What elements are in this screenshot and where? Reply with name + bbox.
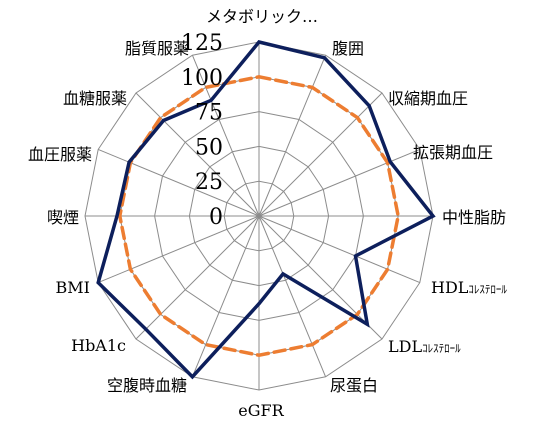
tick-label: 125: [181, 31, 223, 56]
category-label: メタボリック…: [206, 7, 318, 26]
grid-spoke: [135, 92, 260, 217]
category-label: 腹囲: [332, 39, 364, 58]
grid-spoke: [258, 148, 420, 217]
series-layer: [96, 40, 436, 380]
category-label: 脂質服薬: [125, 39, 189, 58]
category-label: 収縮期血圧: [388, 89, 468, 108]
category-label-suffix: ｺﾚｽﾃﾛｰﾙ: [422, 342, 461, 355]
tick-label: 100: [181, 66, 223, 91]
grid-spoke: [191, 215, 260, 377]
category-label-suffix: ｺﾚｽﾃﾛｰﾙ: [468, 283, 507, 296]
grid-spoke: [258, 92, 383, 217]
category-label: 空腹時血糖: [107, 376, 187, 395]
category-label: eGFR: [238, 401, 284, 420]
grid: [84, 41, 434, 391]
grid-spoke: [135, 215, 260, 340]
tick-labels: 0 25 50 75 100 125: [181, 31, 223, 230]
series-line-1: [96, 40, 436, 380]
category-label: 尿蛋白: [330, 376, 378, 395]
category-label: 中性脂肪: [442, 208, 506, 227]
grid-spoke: [258, 215, 327, 377]
category-label: HbA1c: [71, 336, 126, 355]
grid-spoke: [258, 215, 383, 340]
tick-label: 50: [195, 135, 223, 160]
category-label: 血糖服薬: [63, 89, 127, 108]
grid-spoke: [258, 215, 420, 284]
category-label: LDLｺﾚｽﾃﾛｰﾙ: [388, 337, 461, 356]
category-label: 喫煙: [47, 208, 79, 227]
grid-spoke: [191, 55, 260, 217]
tick-label: 25: [195, 170, 223, 195]
grid-spoke: [98, 215, 260, 284]
category-label: 血圧服薬: [28, 145, 92, 164]
grid-spoke: [258, 55, 327, 217]
grid-spoke: [98, 148, 260, 217]
category-label: HDLｺﾚｽﾃﾛｰﾙ: [431, 278, 507, 297]
category-label: 拡張期血圧: [413, 143, 493, 162]
tick-label: 75: [195, 101, 223, 126]
tick-label: 0: [209, 205, 223, 230]
category-label: BMI: [56, 278, 90, 297]
